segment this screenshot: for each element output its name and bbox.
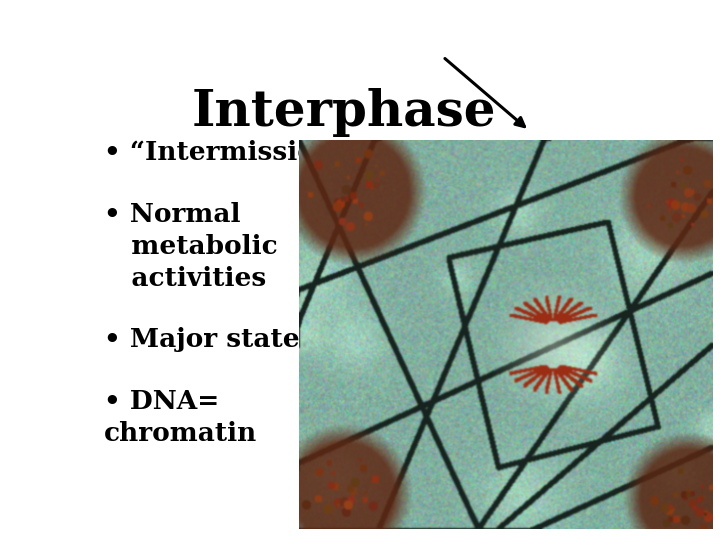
Text: • Major state: • Major state — [104, 327, 300, 352]
Text: • DNA=
chromatin: • DNA= chromatin — [104, 389, 257, 446]
Text: • Normal
   metabolic
   activities: • Normal metabolic activities — [104, 202, 278, 291]
Text: • “Intermission”: • “Intermission” — [104, 140, 349, 165]
Text: Interphase: Interphase — [192, 87, 496, 137]
